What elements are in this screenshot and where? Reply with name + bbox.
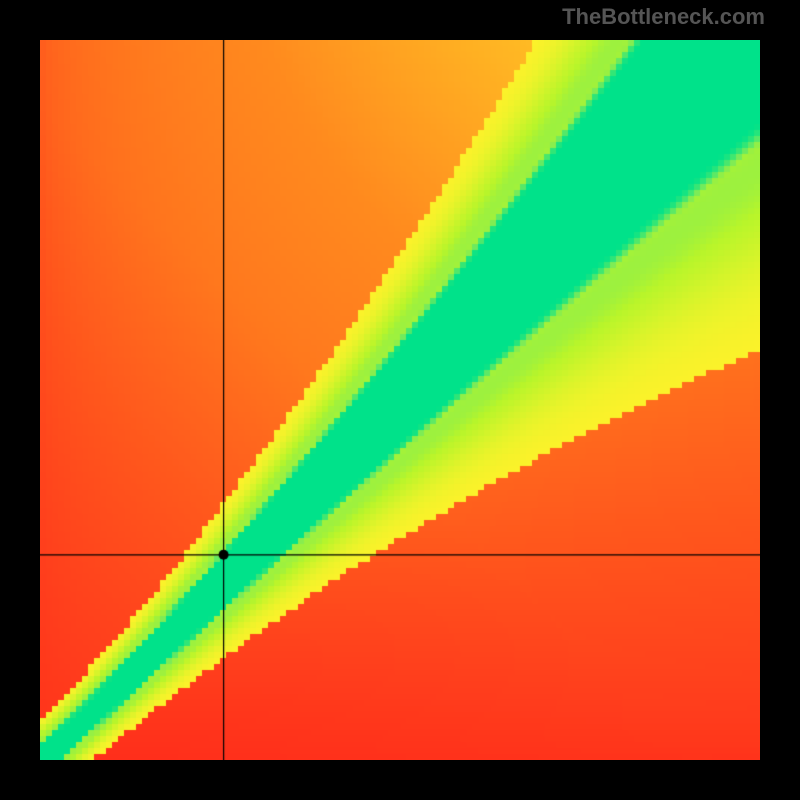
plot-area: [40, 40, 760, 760]
watermark-text: TheBottleneck.com: [562, 4, 765, 30]
heatmap-canvas: [40, 40, 760, 760]
chart-container: TheBottleneck.com: [0, 0, 800, 800]
